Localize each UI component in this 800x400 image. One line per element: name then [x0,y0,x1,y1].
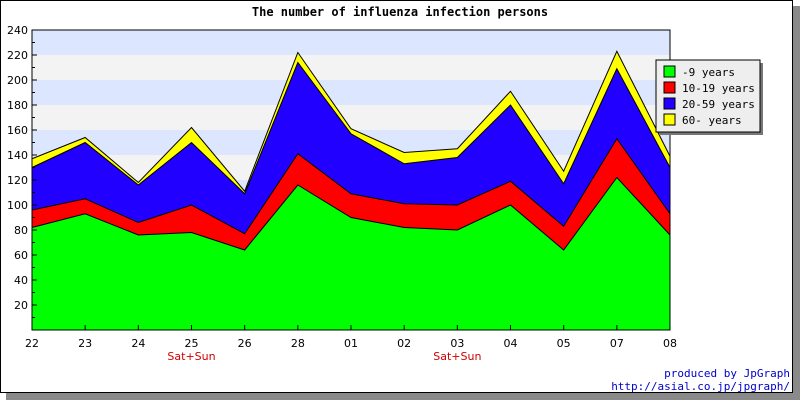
x-tick-label: 05 [557,337,571,350]
credit-line-1: produced by JpGraph [664,367,790,380]
x-tick-label: 04 [504,337,518,350]
legend-label: 60- years [682,114,742,127]
y-tick-label: 120 [7,174,28,187]
x-tick-label: 23 [78,337,92,350]
x-tick-label: 28 [291,337,305,350]
y-tick-label: 140 [7,149,28,162]
legend-swatch [663,97,676,110]
x-sub-label: Sat+Sun [167,350,215,363]
legend-swatch [663,65,676,78]
legend-label: 20-59 years [682,98,755,111]
y-tick-label: 200 [7,74,28,87]
legend-swatch [663,81,676,94]
axes: 20 40 60 80 100 120 140 160 180 200 220 240 22 23 24 25… [7,24,677,363]
y-tick-label: 40 [14,274,28,287]
credit-link[interactable]: http://asial.co.jp/jpgraph/ [611,380,790,393]
x-tick-label: 01 [344,337,358,350]
grid-band [32,105,670,130]
y-tick-label: 220 [7,49,28,62]
x-tick-label: 22 [25,337,39,350]
y-tick-label: 240 [7,24,28,37]
x-tick-label: 26 [238,337,252,350]
area-series-1-outline [31,176,671,251]
x-tick-label: 07 [610,337,624,350]
grid-band [32,55,670,80]
y-tick-label: 60 [14,249,28,262]
legend-swatch [663,113,676,126]
x-tick-label: 03 [450,337,464,350]
frame-shadow-right [793,6,800,400]
area-series-2 [32,138,670,250]
stacked-areas [31,50,671,330]
y-tick-label: 80 [14,224,28,237]
frame-shadow-bottom [6,393,800,400]
y-tick-label: 160 [7,124,28,137]
x-tick-label: 25 [185,337,199,350]
y-tick-label: 100 [7,199,28,212]
x-sub-label: Sat+Sun [433,350,481,363]
x-tick-label: 02 [397,337,411,350]
x-tick-label: 08 [663,337,677,350]
legend-label: 10-19 years [682,82,755,95]
x-tick-label: 24 [131,337,145,350]
y-tick-label: 20 [14,299,28,312]
area-series-4-outline [31,50,671,193]
area-series-1 [32,177,670,330]
area-series-3-outline [31,61,671,195]
y-tick-label: 180 [7,99,28,112]
grid-band [32,80,670,105]
area-series-2-outline [31,137,671,235]
chart-title: The number of influenza infection person… [252,5,548,19]
grid-band [32,30,670,55]
legend: -9 years 10-19 years 20-59 years 60- years [655,59,763,135]
legend-label: -9 years [682,66,735,79]
